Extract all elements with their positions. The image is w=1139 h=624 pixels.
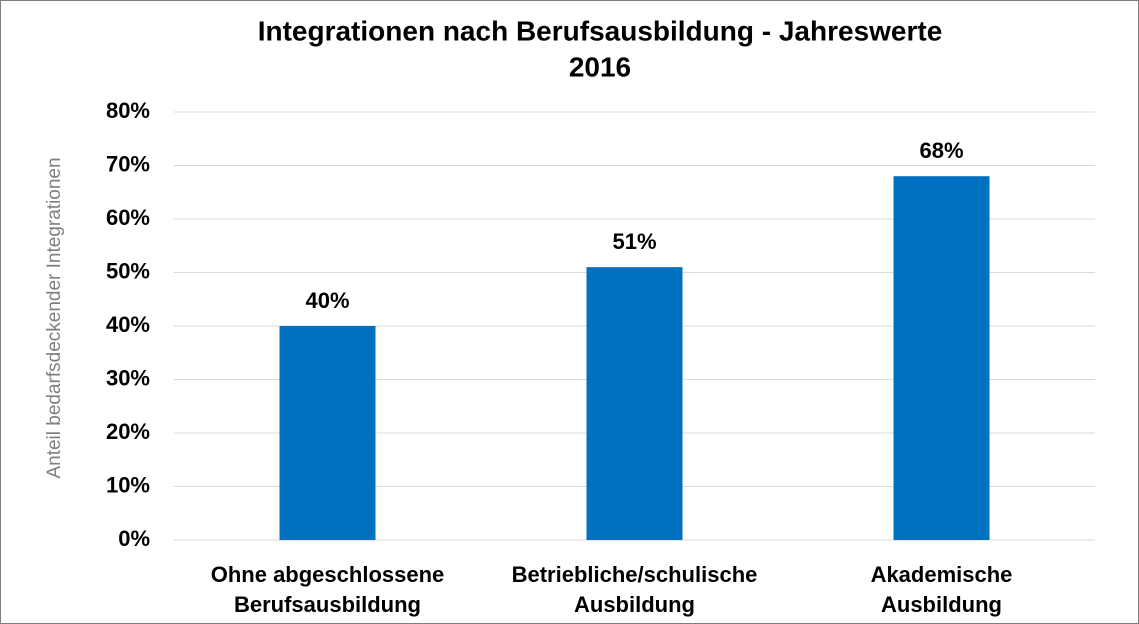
x-tick-label: Betriebliche/schulische bbox=[512, 562, 758, 587]
y-tick-label: 0% bbox=[118, 526, 150, 551]
y-tick-label: 60% bbox=[106, 205, 150, 230]
data-label: 40% bbox=[305, 288, 349, 313]
x-tick-label: Berufsausbildung bbox=[234, 592, 421, 617]
chart-title: Integrationen nach Berufsausbildung - Ja… bbox=[258, 15, 943, 46]
bar bbox=[586, 267, 683, 540]
x-tick-label: Ausbildung bbox=[881, 592, 1002, 617]
y-axis-label: Anteil bedarfsdeckender Integrationen bbox=[44, 157, 65, 478]
y-tick-label: 70% bbox=[106, 151, 150, 176]
x-tick-label: Ohne abgeschlossene bbox=[211, 562, 445, 587]
x-tick-label: Akademische bbox=[871, 562, 1013, 587]
y-tick-label: 50% bbox=[106, 258, 150, 283]
y-tick-label: 80% bbox=[106, 98, 150, 123]
y-tick-label: 30% bbox=[106, 365, 150, 390]
y-tick-label: 40% bbox=[106, 312, 150, 337]
x-tick-label: Ausbildung bbox=[574, 592, 695, 617]
bar bbox=[893, 176, 990, 540]
bar bbox=[279, 326, 376, 540]
data-label: 51% bbox=[612, 229, 656, 254]
y-tick-label: 10% bbox=[106, 472, 150, 497]
chart-title: 2016 bbox=[569, 51, 631, 82]
y-tick-label: 20% bbox=[106, 419, 150, 444]
data-label: 68% bbox=[919, 138, 963, 163]
